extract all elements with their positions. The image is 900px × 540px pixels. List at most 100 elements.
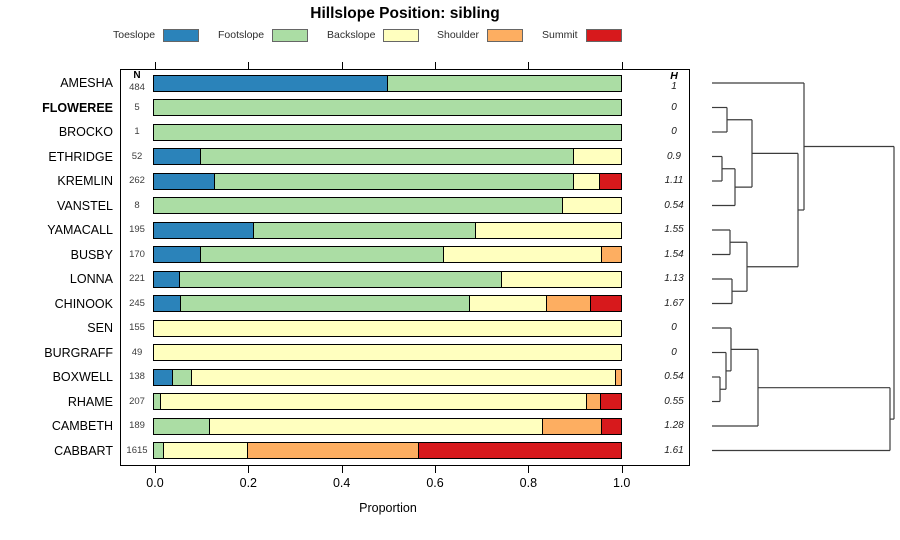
stacked-bar-yamacall (153, 221, 622, 239)
stacked-bar-floweree (153, 99, 622, 116)
bar-segment-shoulder (247, 443, 419, 458)
bar-segment-backslope (210, 418, 543, 434)
x-axis-tick-bottom (341, 466, 343, 473)
series-label-chinook: CHINOOK (54, 296, 113, 311)
n-value: 155 (129, 322, 145, 333)
x-tick-label: 0.4 (332, 476, 351, 490)
legend-label: Footslope (218, 29, 265, 41)
bar-segment-backslope (574, 173, 600, 189)
x-axis-tick-bottom (248, 466, 250, 473)
bar-segment-footslope (154, 100, 621, 115)
n-value: 245 (129, 297, 145, 309)
legend-item-shoulder: Shoulder (437, 27, 524, 43)
bar-segment-footslope (200, 247, 444, 262)
bar-segment-toeslope (154, 296, 181, 311)
bar-segment-summit (600, 394, 621, 409)
series-label-floweree: FLOWEREE (42, 100, 113, 115)
chart-title: Hillslope Position: sibling (310, 5, 500, 22)
h-value: 0.54 (664, 371, 684, 382)
bar-segment-footslope (154, 418, 211, 434)
bar-segment-shoulder (547, 296, 591, 311)
n-value: 52 (131, 150, 143, 162)
h-value: 1.13 (664, 273, 684, 284)
bar-segment-footslope (173, 369, 192, 385)
x-axis-tick-top (621, 62, 623, 69)
h-value: 1.55 (664, 224, 684, 235)
bar-segment-toeslope (154, 75, 388, 91)
stacked-bar-ethridge (153, 148, 622, 165)
h-value: 0.54 (664, 199, 684, 211)
bar-segment-shoulder (602, 247, 621, 262)
bar-segment-backslope (470, 296, 548, 311)
bar-segment-footslope (387, 75, 621, 91)
series-label-vanstel: VANSTEL (56, 198, 113, 213)
x-tick-label: 1.0 (612, 476, 631, 490)
series-label-rhame: RHAME (67, 394, 113, 409)
n-value: 5 (134, 101, 140, 113)
bar-segment-toeslope (154, 222, 255, 238)
bar-segment-summit (590, 296, 621, 311)
n-value: 189 (129, 420, 145, 431)
bar-segment-toeslope (154, 247, 201, 262)
stacked-bar-kremlin (153, 172, 622, 190)
bar-segment-footslope (180, 296, 471, 311)
bar-segment-backslope (163, 443, 248, 458)
h-value: 1.28 (664, 420, 684, 431)
bar-segment-summit (599, 173, 621, 189)
h-column-header: H (670, 70, 678, 82)
n-value: 138 (129, 371, 145, 382)
h-value: 0 (671, 322, 677, 333)
legend-swatch-toeslope (163, 28, 200, 42)
stacked-bar-amesha (153, 74, 622, 92)
legend-item-backslope: Backslope (327, 27, 420, 43)
bar-segment-backslope (562, 198, 621, 213)
bar-segment-footslope (154, 198, 563, 213)
bar-segment-backslope (501, 271, 621, 287)
series-label-yamacall: YAMACALL (47, 223, 113, 237)
series-label-ethridge: ETHRIDGE (48, 149, 113, 164)
n-value: 195 (129, 224, 145, 235)
legend-label: Backslope (327, 29, 376, 41)
legend-swatch-summit (585, 28, 622, 42)
h-value: 1.67 (664, 297, 684, 309)
legend-swatch-shoulder (487, 28, 524, 42)
n-value: 262 (129, 175, 145, 186)
bar-segment-backslope (161, 394, 588, 409)
series-label-brocko: BROCKO (58, 125, 113, 139)
x-axis-tick-bottom (155, 466, 156, 473)
x-tick-label: 0.0 (146, 476, 164, 490)
bar-segment-footslope (154, 443, 164, 458)
bar-segment-footslope (154, 394, 162, 409)
series-label-burgraff: BURGRAFF (44, 345, 113, 360)
legend-item-toeslope: Toeslope (113, 27, 200, 43)
stacked-bar-vanstel (153, 197, 622, 214)
n-value: 484 (129, 82, 145, 93)
stacked-bar-lonna (153, 270, 622, 288)
bar-segment-toeslope (154, 173, 215, 189)
stacked-bar-brocko (153, 123, 622, 141)
x-axis-tick-top (155, 62, 156, 69)
h-value: 0 (671, 101, 677, 113)
bar-segment-backslope (154, 320, 621, 336)
bar-segment-summit (418, 443, 621, 458)
x-axis-tick-top (528, 62, 530, 69)
bar-segment-backslope (476, 222, 621, 238)
n-value: 1615 (126, 444, 148, 456)
bar-segment-footslope (200, 149, 575, 164)
h-value: 0 (671, 126, 677, 137)
bar-segment-summit (601, 418, 621, 434)
bar-segment-footslope (179, 271, 502, 287)
x-tick-label: 0.8 (519, 476, 538, 490)
h-value: 0 (671, 346, 677, 358)
bar-segment-footslope (254, 222, 477, 238)
series-label-lonna: LONNA (69, 272, 113, 286)
n-value: 207 (129, 395, 145, 407)
bar-segment-toeslope (154, 369, 174, 385)
x-tick-label: 0.6 (426, 476, 444, 490)
legend-label: Summit (542, 29, 578, 41)
series-label-boxwell: BOXWELL (52, 370, 113, 384)
stacked-bar-boxwell (153, 368, 622, 386)
h-value: 1.54 (664, 248, 684, 260)
bar-segment-footslope (214, 173, 575, 189)
